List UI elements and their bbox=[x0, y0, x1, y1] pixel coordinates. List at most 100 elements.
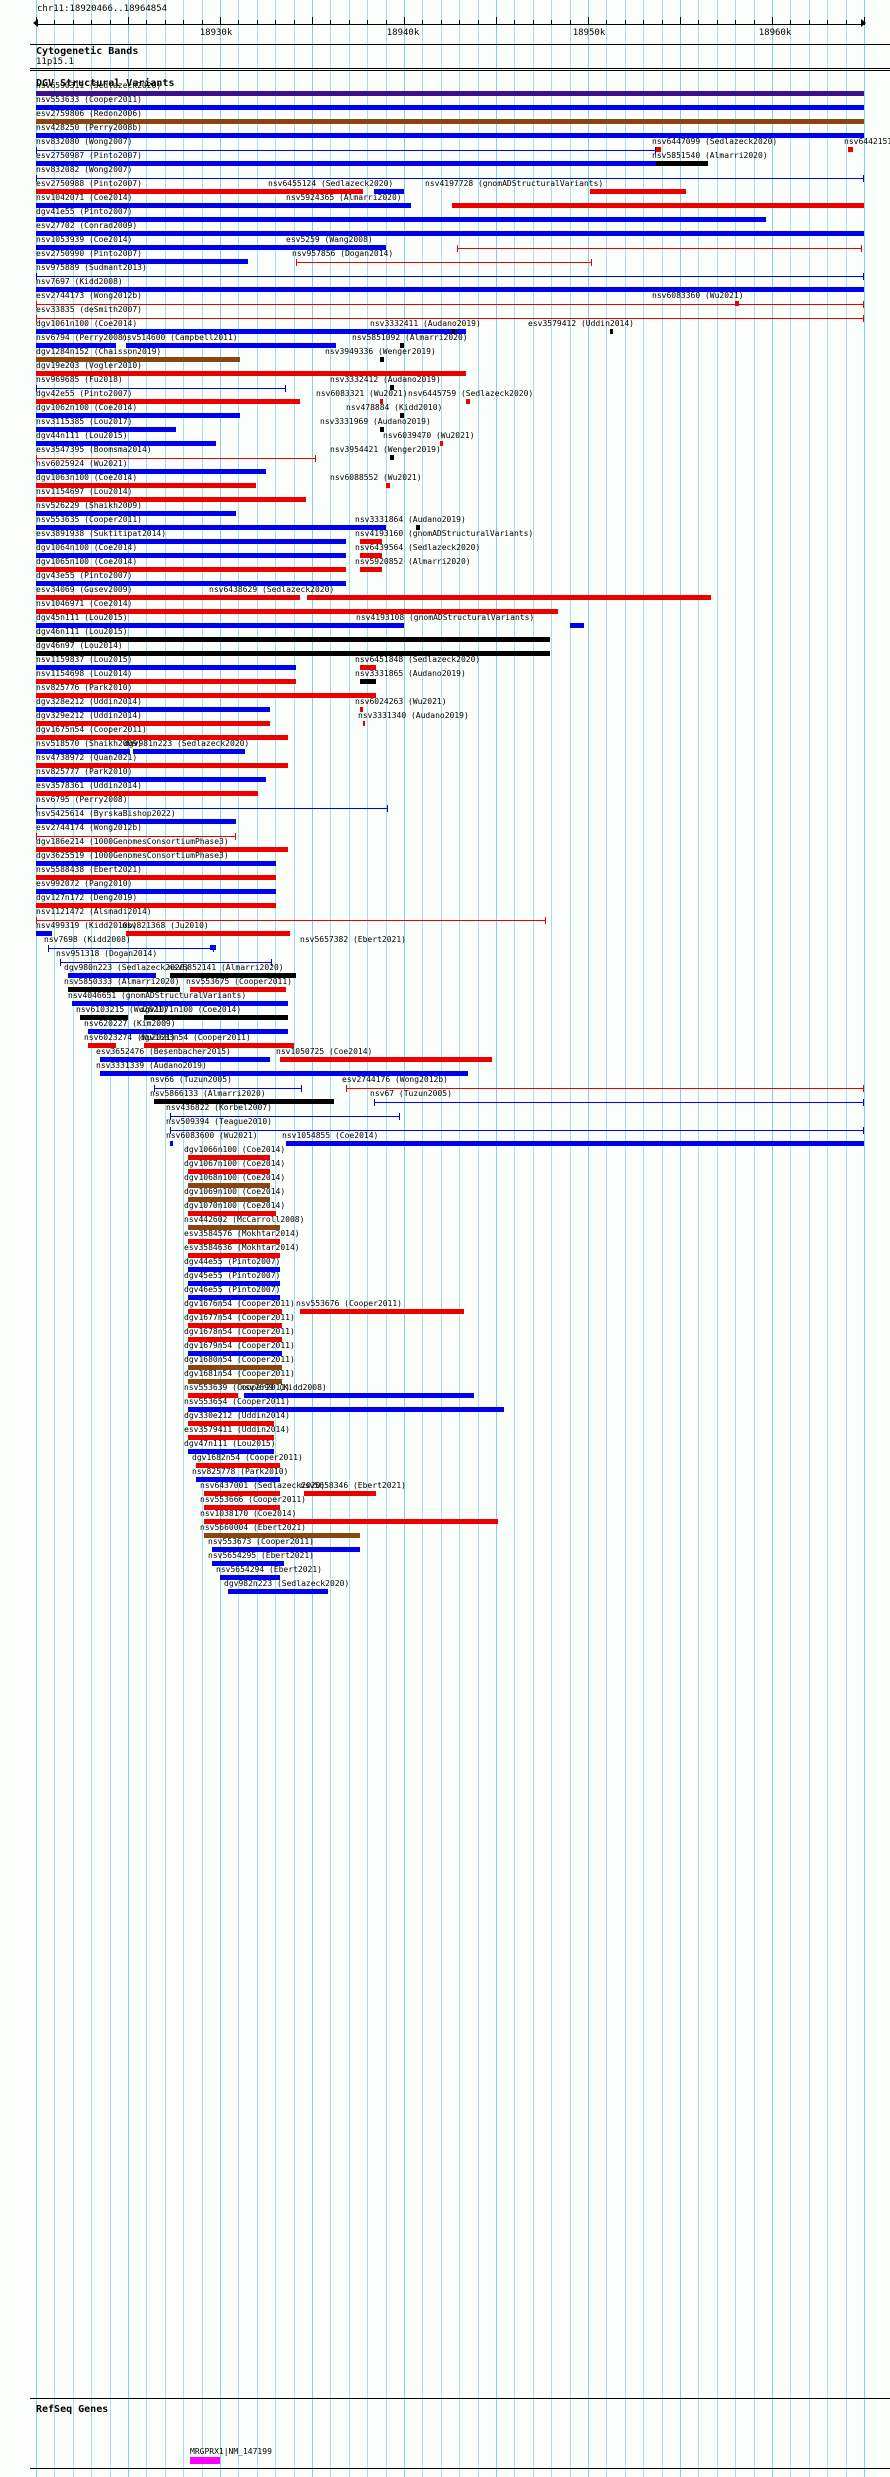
variant-bar[interactable] bbox=[190, 987, 286, 992]
variant-label[interactable]: dgv982n223 (Sedlazeck2020) bbox=[224, 1579, 350, 1588]
variant-label[interactable]: nsv3331340 (Audano2019) bbox=[358, 711, 469, 720]
variant-bar[interactable] bbox=[144, 1043, 294, 1048]
variant-label[interactable]: nsv553673 (Cooper2011) bbox=[208, 1537, 314, 1546]
variant-label[interactable]: dgv1068n100 (Coe2014) bbox=[184, 1173, 286, 1182]
variant-label[interactable]: nsv5924365 (Almarri2020) bbox=[286, 193, 402, 202]
variant-label[interactable]: nsv7699 (Kidd2008) bbox=[240, 1383, 327, 1392]
variant-line[interactable] bbox=[36, 458, 316, 459]
variant-label[interactable]: nsv5657382 (Ebert2021) bbox=[300, 935, 406, 944]
variant-bar[interactable] bbox=[400, 343, 404, 348]
variant-label[interactable]: dgv19e203 (Vogler2010) bbox=[36, 361, 142, 370]
variant-label[interactable]: nsv4046651 (gnomADStructuralVariants) bbox=[68, 991, 247, 1000]
variant-label[interactable]: dgv1681n54 (Cooper2011) bbox=[184, 1369, 295, 1378]
variant-label[interactable]: nsv6794 (Perry2008) bbox=[36, 333, 128, 342]
variant-bar[interactable] bbox=[360, 553, 382, 558]
variant-label[interactable]: nsv1046971 (Coe2014) bbox=[36, 599, 133, 608]
variant-bar[interactable] bbox=[36, 931, 52, 936]
variant-bar[interactable] bbox=[36, 889, 276, 894]
variant-label[interactable]: nsv553639 (Cooper2011) bbox=[184, 1383, 290, 1392]
variant-label[interactable]: nsv3331864 (Audano2019) bbox=[355, 515, 466, 524]
variant-bar[interactable] bbox=[188, 1295, 280, 1300]
variant-bar[interactable] bbox=[36, 371, 466, 376]
variant-label[interactable]: nsv1121472 (Alsmadi2014) bbox=[36, 907, 152, 916]
variant-bar[interactable] bbox=[36, 497, 306, 502]
variant-label[interactable]: nsv436822 (Korbel2007) bbox=[166, 1103, 272, 1112]
variant-bar[interactable] bbox=[188, 1337, 282, 1342]
variant-label[interactable]: nsv6445759 (Sedlazeck2020) bbox=[408, 389, 534, 398]
variant-bar[interactable] bbox=[36, 595, 300, 600]
variant-bar[interactable] bbox=[36, 553, 346, 558]
variant-label[interactable]: nsv499319 (Kidd2010b) bbox=[36, 921, 138, 930]
variant-bar[interactable] bbox=[188, 1281, 280, 1286]
variant-label[interactable]: nsv3332412 (Audano2019) bbox=[330, 375, 441, 384]
variant-bar[interactable] bbox=[36, 105, 864, 110]
variant-bar[interactable] bbox=[36, 749, 130, 754]
variant-bar[interactable] bbox=[286, 1141, 864, 1146]
variant-bar[interactable] bbox=[36, 665, 296, 670]
variant-label[interactable]: nsv518570 (Shaikh2009) bbox=[36, 739, 142, 748]
variant-label[interactable]: nsv975889 (Sudmant2013) bbox=[36, 263, 147, 272]
variant-bar[interactable] bbox=[440, 441, 443, 446]
variant-label[interactable]: nsv5920852 (Almarri2020) bbox=[355, 557, 471, 566]
variant-label[interactable]: esv3578361 (Uddin2014) bbox=[36, 781, 142, 790]
variant-bar[interactable] bbox=[610, 329, 613, 334]
variant-bar[interactable] bbox=[188, 1155, 270, 1160]
variant-label[interactable]: nsv6083600 (Wu2021) bbox=[166, 1131, 258, 1140]
variant-bar[interactable] bbox=[374, 189, 404, 194]
variant-bar[interactable] bbox=[170, 973, 296, 978]
variant-bar[interactable] bbox=[36, 567, 346, 572]
variant-label[interactable]: nsv5852141 (Almarri2020) bbox=[168, 963, 284, 972]
variant-bar[interactable] bbox=[380, 399, 383, 404]
variant-bar[interactable] bbox=[360, 567, 382, 572]
variant-label[interactable]: nsv6447099 (Sedlazeck2020) bbox=[652, 137, 778, 146]
variant-label[interactable]: nsv832080 (Wong2007) bbox=[36, 137, 133, 146]
variant-bar[interactable] bbox=[188, 1253, 280, 1258]
variant-label[interactable]: dgv47n111 (Lou2015) bbox=[184, 1439, 276, 1448]
variant-bar[interactable] bbox=[36, 763, 288, 768]
variant-bar[interactable] bbox=[204, 1533, 360, 1538]
variant-label[interactable]: nsv6088552 (Wu2021) bbox=[330, 473, 422, 482]
variant-label[interactable]: esv2744173 (Wong2012b) bbox=[36, 291, 142, 300]
variant-bar[interactable] bbox=[188, 1197, 270, 1202]
variant-label[interactable]: nsv6025924 (Wu2021) bbox=[36, 459, 128, 468]
variant-label[interactable]: nsv3331969 (Audano2019) bbox=[320, 417, 431, 426]
variant-label[interactable]: nsv553635 (Cooper2011) bbox=[36, 515, 142, 524]
variant-label[interactable]: nsv5866133 (Almarri2020) bbox=[150, 1089, 266, 1098]
variant-label[interactable]: nsv6023274 (Wu2021) bbox=[84, 1033, 176, 1042]
variant-bar[interactable] bbox=[360, 707, 363, 712]
variant-bar[interactable] bbox=[390, 385, 394, 390]
variant-bar[interactable] bbox=[188, 1449, 274, 1454]
variant-label[interactable]: dgv42e55 (Pinto2007) bbox=[36, 389, 133, 398]
variant-bar[interactable] bbox=[80, 1015, 128, 1020]
variant-label[interactable]: nsv442602 (McCarroll2008) bbox=[184, 1215, 305, 1224]
variant-bar[interactable] bbox=[36, 483, 256, 488]
variant-label[interactable]: nsv6795 (Perry2008) bbox=[36, 795, 128, 804]
variant-label[interactable]: esv2744176 (Wong2012b) bbox=[342, 1075, 448, 1084]
ruler-left-arrow-icon[interactable] bbox=[33, 19, 38, 27]
variant-bar[interactable] bbox=[188, 1239, 280, 1244]
variant-bar[interactable] bbox=[204, 1505, 280, 1510]
variant-bar[interactable] bbox=[304, 1491, 376, 1496]
variant-line[interactable] bbox=[36, 388, 286, 389]
variant-label[interactable]: esv3547395 (Boomsma2014) bbox=[36, 445, 152, 454]
variant-bar[interactable] bbox=[133, 749, 245, 754]
variant-label[interactable]: nsv6455124 (Sedlazeck2020) bbox=[268, 179, 394, 188]
variant-label[interactable]: nsv6439564 (Sedlazeck2020) bbox=[355, 543, 481, 552]
variant-label[interactable]: nsv620227 (Kim2009) bbox=[84, 1019, 176, 1028]
variant-label[interactable]: nsv825776 (Park2010) bbox=[36, 683, 133, 692]
variant-bar[interactable] bbox=[210, 945, 216, 950]
variant-label[interactable]: esv34069 (Gusev2009) bbox=[36, 585, 133, 594]
variant-label[interactable]: nsv825778 (Park2010) bbox=[192, 1467, 289, 1476]
variant-label[interactable]: dgv1675n54 (Cooper2011) bbox=[36, 725, 147, 734]
variant-label[interactable]: dgv1066n100 (Coe2014) bbox=[184, 1145, 286, 1154]
variant-label[interactable]: nsv514600 (Campbell2011) bbox=[122, 333, 238, 342]
ruler-right-arrow-icon[interactable] bbox=[861, 19, 866, 27]
variant-bar[interactable] bbox=[466, 399, 470, 404]
variant-bar[interactable] bbox=[228, 1589, 328, 1594]
variant-bar[interactable] bbox=[36, 469, 266, 474]
variant-bar[interactable] bbox=[735, 301, 739, 306]
variant-label[interactable]: dgv127n172 (Deng2019) bbox=[36, 893, 138, 902]
variant-label[interactable]: nsv5851092 (Almarri2020) bbox=[352, 333, 468, 342]
variant-bar[interactable] bbox=[36, 623, 404, 628]
variant-line[interactable] bbox=[374, 1102, 864, 1103]
